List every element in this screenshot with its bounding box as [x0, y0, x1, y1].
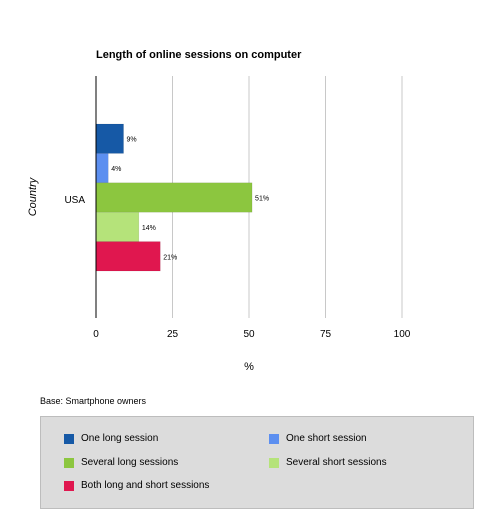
data-label: 4%	[111, 166, 121, 173]
x-tick-labels: 0 25 50 75 100	[93, 329, 411, 340]
bar-several-short-sessions	[95, 211, 140, 242]
legend-label: One short session	[286, 433, 367, 444]
x-tick-label-0: 0	[93, 329, 99, 340]
x-axis-label: %	[244, 361, 254, 373]
bars	[95, 123, 253, 272]
bar-one-short-session	[95, 153, 109, 184]
legend-item-one-long-session: One long session	[64, 433, 158, 444]
x-tick-label-50: 50	[243, 329, 255, 340]
legend-label: Several short sessions	[286, 457, 387, 468]
legend-label: One long session	[81, 433, 159, 444]
chart: 9% 4% 51% 14% 21% 0 25 50 75 100 USA Country %	[27, 76, 411, 373]
footnote: Base: Smartphone owners	[40, 396, 147, 406]
legend-swatch	[269, 433, 279, 444]
x-tick-label-25: 25	[167, 329, 179, 340]
legend-item-several-long-sessions: Several long sessions	[64, 457, 178, 468]
legend-swatch	[64, 457, 74, 468]
legend-item-several-short-sessions: Several short sessions	[269, 457, 387, 468]
legend-swatch	[64, 480, 74, 491]
y-axis-label: Country	[27, 176, 39, 216]
legend: One long session One short session Sever…	[40, 416, 474, 509]
legend-label: Both long and short sessions	[81, 480, 210, 491]
chart-title: Length of online sessions on computer	[96, 49, 302, 61]
x-tick-label-100: 100	[394, 329, 411, 340]
legend-item-both-long-and-short-sessions: Both long and short sessions	[64, 480, 209, 491]
category-label-usa: USA	[64, 195, 85, 206]
bar-one-long-session	[95, 123, 124, 154]
data-label: 9%	[127, 137, 137, 144]
data-label: 14%	[142, 225, 156, 232]
legend-swatch	[269, 457, 279, 468]
legend-item-one-short-session: One short session	[269, 433, 367, 444]
data-label: 21%	[163, 254, 177, 261]
bar-both-long-and-short-sessions	[95, 241, 161, 272]
data-label: 51%	[255, 196, 269, 203]
bar-several-long-sessions	[95, 182, 253, 213]
legend-swatch	[64, 433, 74, 444]
x-tick-label-75: 75	[320, 329, 332, 340]
legend-label: Several long sessions	[81, 457, 179, 468]
data-labels: 9% 4% 51% 14% 21%	[111, 137, 269, 262]
